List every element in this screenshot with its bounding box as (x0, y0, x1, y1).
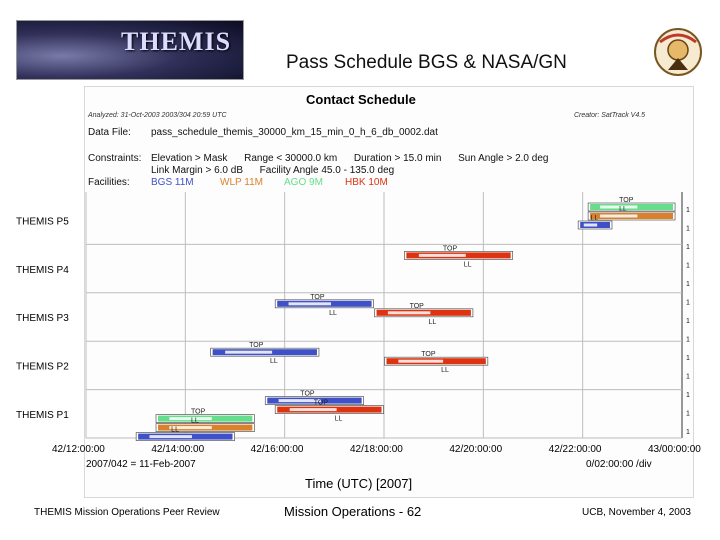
pass-label: LL (428, 319, 436, 326)
right-mark: 1 (686, 300, 690, 307)
right-mark: 1 (686, 244, 690, 251)
pass-label: LL (270, 358, 278, 365)
pass-label: TOP (300, 391, 315, 398)
facility-ago: AGO 9M (284, 177, 323, 188)
pass-window (149, 435, 192, 439)
footer-right: UCB, November 4, 2003 (582, 507, 691, 518)
pass-label: TOP (191, 409, 206, 416)
pass-window (225, 350, 273, 354)
right-mark: 1 (686, 411, 690, 418)
constraint-line-2: Link Margin > 6.0 dB Facility Angle 45.0… (151, 165, 395, 176)
x-tick-label: 42/16:00:00 (251, 444, 304, 455)
pass-label: LL (335, 416, 343, 423)
row-label: THEMIS P5 (16, 216, 69, 227)
right-mark: 1 (686, 392, 690, 399)
right-mark: 1 (686, 226, 690, 233)
pass-label: TOP (410, 303, 425, 310)
chart-title: Contact Schedule (306, 92, 416, 107)
pass-label: LL (441, 367, 449, 374)
data-file-label: Data File: (88, 127, 131, 138)
pass-window (169, 417, 212, 421)
constraint-line-1: Elevation > Mask Range < 30000.0 km Dura… (151, 153, 549, 164)
row-label: THEMIS P2 (16, 362, 69, 373)
pass-window (418, 253, 466, 257)
pass-window (398, 359, 444, 363)
pass-label: LL (171, 427, 179, 434)
right-mark: 1 (686, 337, 690, 344)
pass-label: LL (591, 215, 599, 222)
x-tick-label: 42/18:00:00 (350, 444, 403, 455)
row-label: THEMIS P4 (16, 265, 69, 276)
right-mark: 1 (686, 429, 690, 436)
facility-wlp: WLP 11M (220, 177, 263, 188)
pass-window (600, 214, 638, 218)
date-note: 2007/042 = 11-Feb-2007 (86, 459, 196, 470)
pass-label: LL (619, 206, 627, 213)
pass-label: LL (191, 418, 199, 425)
themis-logo: THEMIS (16, 20, 244, 80)
pass-label: LL (329, 310, 337, 317)
facilities-label: Facilities: (88, 177, 130, 188)
pass-label: TOP (619, 197, 634, 204)
pass-label: TOP (421, 351, 436, 358)
x-axis-label: Time (UTC) [2007] (305, 476, 412, 491)
pass-label: TOP (310, 294, 325, 301)
right-mark: 1 (686, 207, 690, 214)
pass-label: TOP (249, 342, 264, 349)
data-file-name: pass_schedule_themis_30000_km_15_min_0_h… (151, 127, 438, 138)
x-tick-label: 42/20:00:00 (449, 444, 502, 455)
x-tick-label: 42/14:00:00 (151, 444, 204, 455)
pass-window (278, 399, 322, 403)
x-tick-label: 42/22:00:00 (549, 444, 602, 455)
creator: Creator: SatTrack V4.5 (574, 112, 646, 119)
pass-label: LL (464, 261, 472, 268)
pass-window (387, 311, 431, 315)
right-mark: 1 (686, 318, 690, 325)
row-label: THEMIS P3 (16, 313, 69, 324)
analyzed-date: Analyzed: 31-Oct-2003 2003/304 20:59 UTC (88, 112, 227, 119)
facility-hbk: HBK 10M (345, 177, 388, 188)
footer-center: Mission Operations - 62 (284, 504, 422, 519)
pass-window (169, 426, 212, 430)
x-tick-label: 43/00:00:00 (648, 444, 701, 455)
facility-bgs: BGS 11M (151, 177, 194, 188)
scale-note: 0/02:00:00 /div (586, 459, 652, 470)
right-mark: 1 (686, 374, 690, 381)
logo-text: THEMIS (121, 27, 232, 56)
pass-window (583, 223, 598, 227)
footer-left: THEMIS Mission Operations Peer Review (34, 507, 220, 518)
right-mark: 1 (686, 263, 690, 270)
pass-window (289, 408, 337, 412)
pass-window (288, 302, 332, 306)
slide-title: Pass Schedule BGS & NASA/GN (286, 52, 567, 73)
pass-label: TOP (443, 245, 458, 252)
row-label: THEMIS P1 (16, 410, 69, 421)
constraints-label: Constraints: (88, 153, 142, 164)
right-mark: 1 (686, 281, 690, 288)
pass-label: TOP (314, 400, 329, 407)
themis-mascot-logo (654, 28, 702, 76)
right-mark: 1 (686, 355, 690, 362)
pass-window (600, 205, 638, 209)
x-tick-label: 42/12:00:00 (52, 444, 105, 455)
